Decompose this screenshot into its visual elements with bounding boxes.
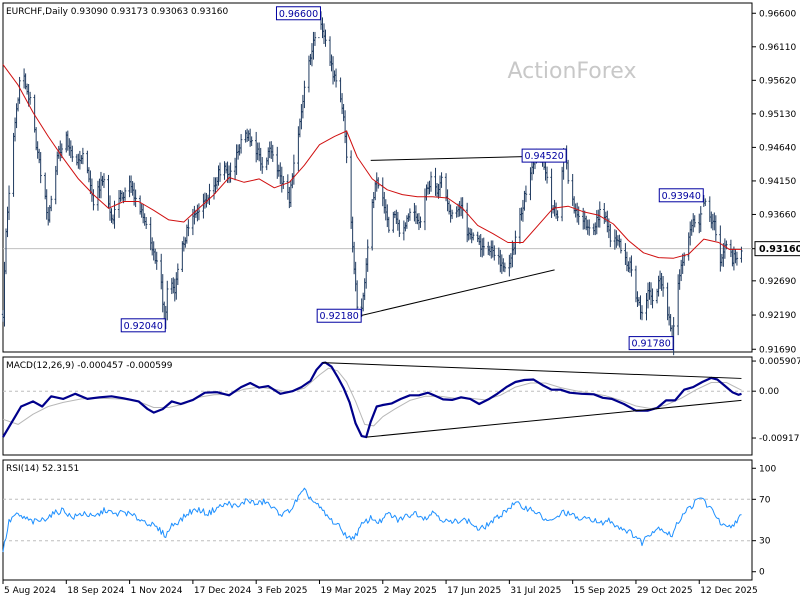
x-tick-label: 5 Aug 2024 [4,586,56,596]
annotation-box [120,318,166,333]
ohlc-bars [1,11,743,356]
y-tick-label: 0.96110 [759,43,796,53]
annotation-box [628,336,674,351]
annotation-label: 0.92040 [124,321,163,332]
rsi-panel: RSI(14) 52.3151 100 70 30 0 [2,459,776,581]
macd-trendline [322,362,742,379]
rsi-header: RSI(14) 52.3151 [6,464,79,474]
x-axis: 5 Aug 2024 18 Sep 2024 1 Nov 2024 17 Dec 20… [2,580,758,596]
price-annotation: 0.91780 [628,336,674,351]
x-tick-label: 1 Nov 2024 [131,586,183,596]
price-header: EURCHF,Daily 0.93090 0.93173 0.93063 0.9… [6,7,229,17]
panel-frame [2,459,753,581]
x-tick-label: 2 May 2025 [384,586,437,596]
x-tick-label: 3 Feb 2025 [257,586,307,596]
macd-trendline [366,399,742,438]
annotation-label: 0.92180 [320,311,359,322]
current-price-box [754,241,800,257]
x-tick-label: 15 Sep 2025 [574,586,631,596]
y-tick-label: 0.94640 [759,143,796,153]
y-tick-label: -0.009175 [759,434,800,444]
price-annotation: 0.92040 [120,318,166,333]
watermark-text: ActionForex [508,59,637,84]
annotation-label: 0.91780 [631,339,670,350]
x-tick-label: 18 Sep 2024 [67,586,124,596]
y-tick-label: 0.00 [759,387,779,397]
macd-header: MACD(12,26,9) -0.000457 -0.000599 [6,361,173,371]
y-tick-label: 30 [759,537,771,547]
y-tick-label: 0.005907 [759,357,800,367]
price-annotation: 0.94520 [521,148,567,163]
rsi-line [2,487,742,553]
annotation-box [521,148,567,163]
annotation-box [316,308,362,323]
x-tick-label: 17 Jun 2025 [447,586,501,596]
price-annotation: 0.92180 [316,308,362,323]
price-trendline [360,269,555,317]
y-tick-label: 0.95620 [759,76,796,86]
y-tick-label: 0.96600 [759,9,796,19]
x-tick-label: 17 Dec 2024 [194,586,252,596]
annotation-label: 0.94520 [524,151,563,162]
y-tick-label: 0.95130 [759,110,796,120]
y-tick-label: 100 [759,464,776,474]
annotation-box [658,188,704,203]
x-tick-label: 12 Dec 2025 [700,586,758,596]
y-tick-label: 0.93660 [759,210,796,220]
panel-frame [2,356,753,456]
annotation-box [275,6,321,21]
y-tick-label: 70 [759,495,771,505]
price-annotation: 0.96600 [275,6,321,21]
x-tick-label: 31 Jul 2025 [510,586,561,596]
annotation-label: 0.96600 [279,9,318,20]
price-annotation: 0.93940 [658,188,704,203]
x-tick-label: 19 Mar 2025 [320,586,377,596]
panel-frame [2,2,753,353]
current-price-label: 0.93160 [759,244,800,255]
macd-panel: MACD(12,26,9) -0.000457 -0.000599 0.00590… [2,356,800,456]
y-tick-label: 0.92690 [759,277,796,287]
annotation-label: 0.93940 [662,191,701,202]
y-tick-label: 0.92190 [759,311,796,321]
moving-average-line [2,64,742,259]
y-tick-label: 0 [759,568,765,578]
y-tick-label: 0.94150 [759,177,796,187]
macd-line [2,361,742,439]
x-tick-label: 29 Oct 2025 [637,586,693,596]
y-tick-label: 0.91690 [759,345,796,355]
price-panel: ActionForex EURCHF,Daily 0.93090 0.93173 … [1,2,800,356]
